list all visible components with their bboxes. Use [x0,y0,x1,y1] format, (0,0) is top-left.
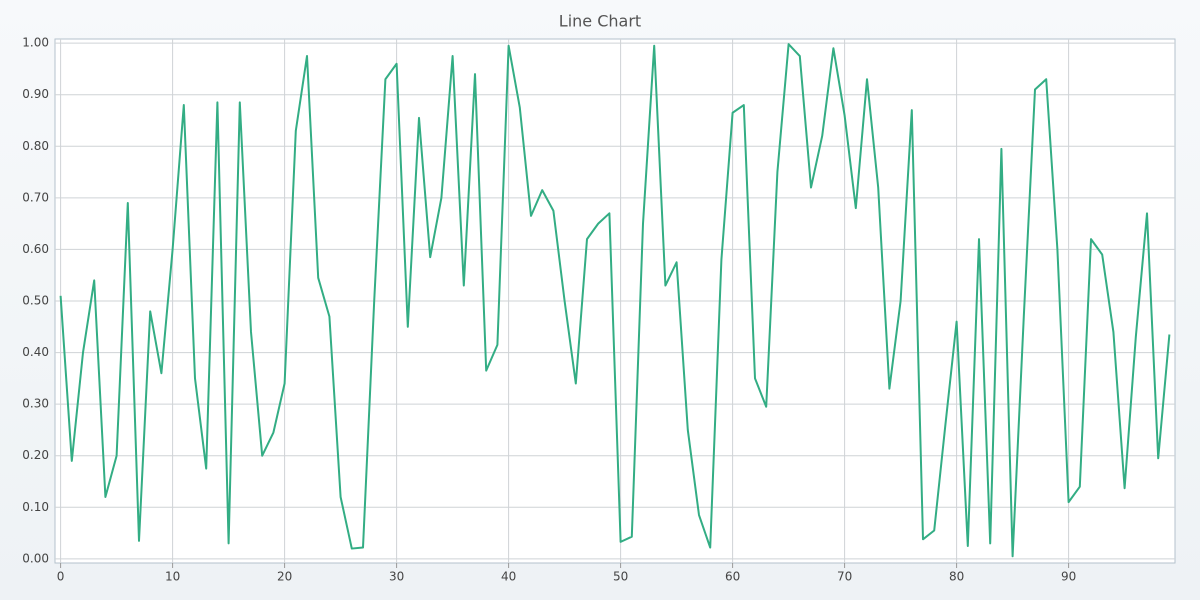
chart-title: Line Chart [559,12,641,31]
x-tick-label: 70 [837,570,852,584]
y-tick-label: 0.60 [22,242,49,256]
y-tick-label: 0.90 [22,87,49,101]
y-tick-label: 0.80 [22,139,49,153]
x-tick-label: 60 [725,570,740,584]
y-tick-label: 0.50 [22,294,49,308]
x-tick-label: 80 [949,570,964,584]
x-tick-label: 50 [613,570,628,584]
line-series [59,43,1171,558]
y-tick-label: 0.40 [22,345,49,359]
y-tick-label: 0.70 [22,190,49,204]
x-tick-label: 90 [1061,570,1076,584]
x-tick-label: 30 [389,570,404,584]
y-tick-label: 1.00 [22,36,49,50]
y-tick-label: 0.20 [22,448,49,462]
y-tick-label: 0.10 [22,500,49,514]
x-tick-label: 10 [165,570,180,584]
y-tick-label: 0.30 [22,397,49,411]
x-tick-label: 40 [501,570,516,584]
y-tick-label: 0.00 [22,551,49,565]
x-tick-label: 20 [277,570,292,584]
x-tick-label: 0 [57,570,65,584]
